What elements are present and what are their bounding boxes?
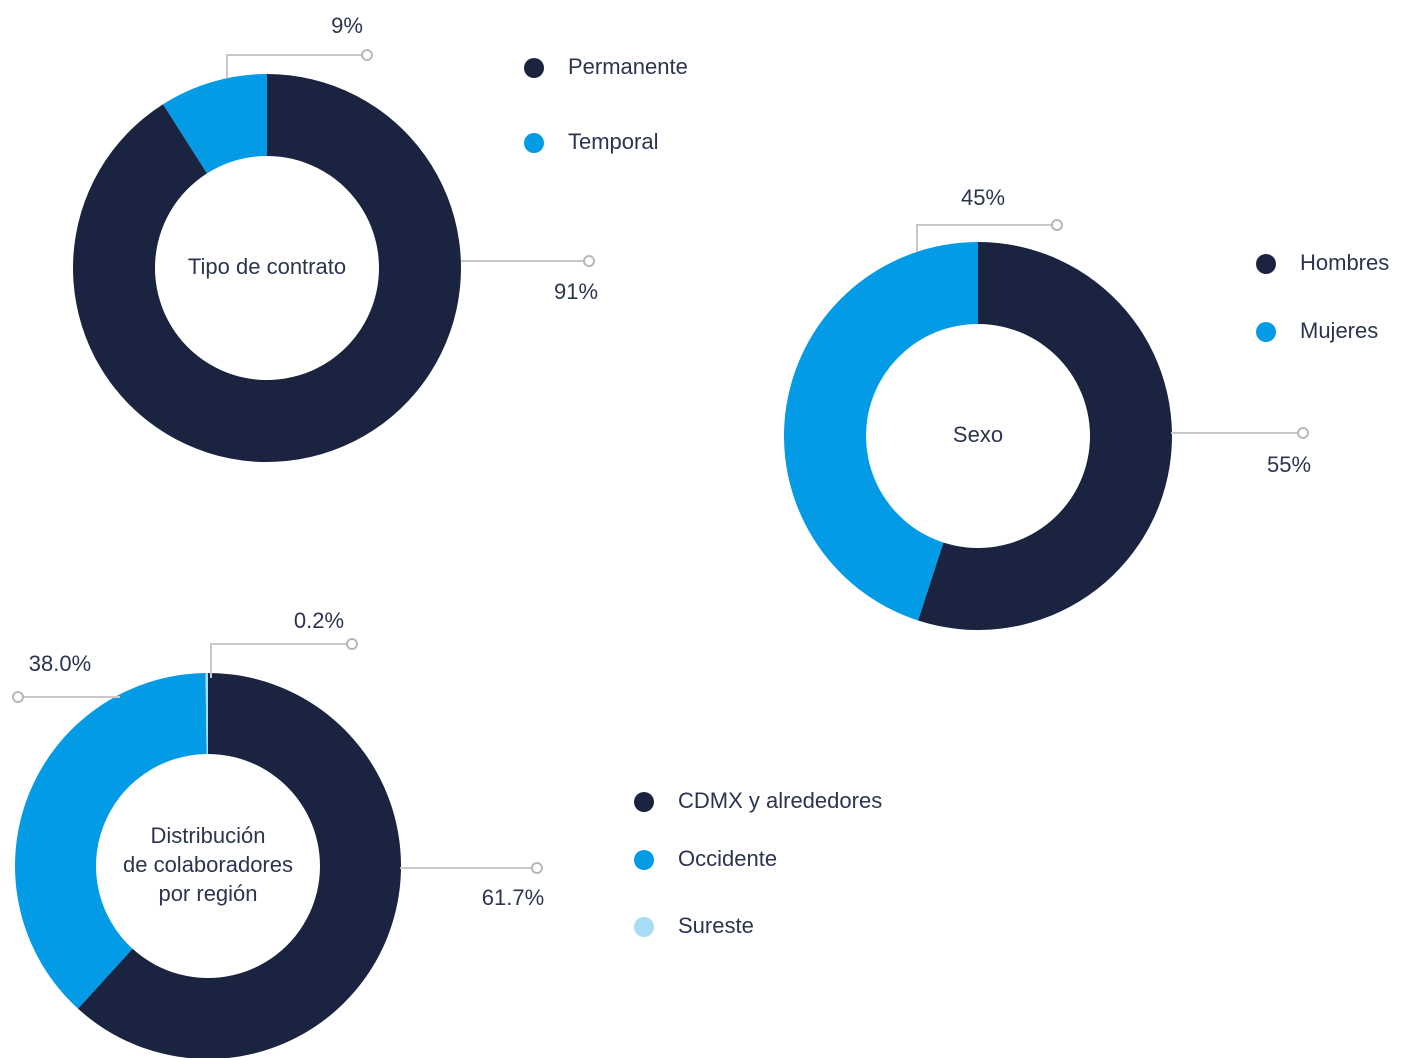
donut-slice	[784, 242, 978, 621]
legend-label: Sureste	[678, 913, 754, 938]
leader-dot	[346, 638, 358, 650]
donut-slice	[163, 74, 267, 174]
donut-slice	[918, 242, 1173, 630]
legend-label: Temporal	[568, 129, 658, 154]
center-label: Distribución	[151, 823, 266, 848]
leader-dot	[361, 49, 373, 61]
legend-swatch	[634, 792, 654, 812]
legend-label: Hombres	[1300, 250, 1389, 275]
center-label: Tipo de contrato	[188, 254, 346, 279]
legend-swatch	[1256, 254, 1276, 274]
legend-label: Permanente	[568, 54, 688, 79]
leader-dot	[12, 691, 24, 703]
leader-dot	[1051, 219, 1063, 231]
value-label: 38.0%	[29, 651, 91, 676]
leader-dot	[583, 255, 595, 267]
donut-slice	[205, 673, 208, 755]
donut-slice	[73, 74, 462, 462]
center-label: Sexo	[953, 422, 1003, 447]
leader-line	[916, 224, 1057, 252]
legend-label: Occidente	[678, 846, 777, 871]
legend-swatch	[634, 850, 654, 870]
leader-dot	[531, 862, 543, 874]
legend-swatch	[634, 917, 654, 937]
legend-swatch	[524, 58, 544, 78]
legend-swatch	[524, 133, 544, 153]
value-label: 55%	[1267, 452, 1311, 477]
value-label: 91%	[554, 279, 598, 304]
value-label: 45%	[961, 185, 1005, 210]
value-label: 9%	[331, 13, 363, 38]
donut-slice	[78, 673, 401, 1058]
center-label: por región	[158, 881, 257, 906]
legend-label: Mujeres	[1300, 318, 1378, 343]
donut-slice	[15, 673, 207, 1009]
legend-label: CDMX y alrededores	[678, 788, 882, 813]
legend-swatch	[1256, 322, 1276, 342]
center-label: de colaboradores	[123, 852, 293, 877]
leader-line	[210, 643, 352, 678]
value-label: 61.7%	[482, 885, 544, 910]
leader-line	[226, 54, 367, 78]
leader-dot	[1297, 427, 1309, 439]
value-label: 0.2%	[294, 608, 344, 633]
